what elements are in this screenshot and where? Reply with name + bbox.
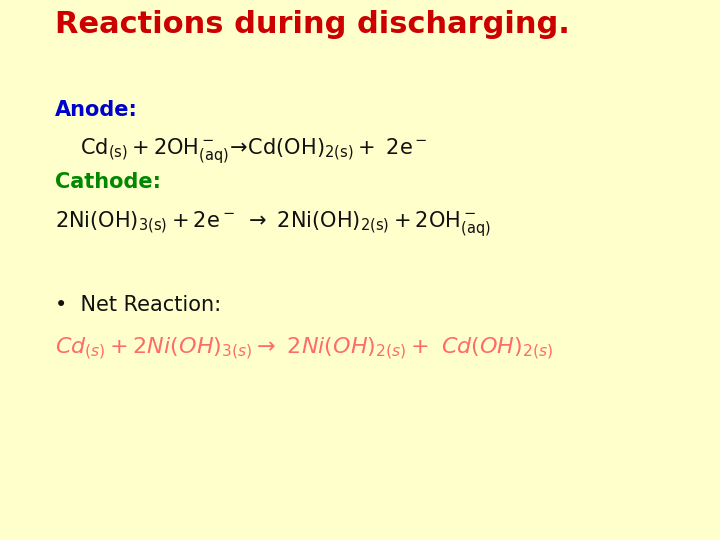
Text: $\mathregular{2Ni(OH)_{3(s)}+2e^-\ \rightarrow\ 2Ni(OH)_{2(s)}+2OH^-_{(aq)}}$: $\mathregular{2Ni(OH)_{3(s)}+2e^-\ \righ… <box>55 210 491 239</box>
Text: Reactions during discharging.: Reactions during discharging. <box>55 10 570 39</box>
Text: Anode:: Anode: <box>55 100 138 120</box>
Text: $\mathit{Cd_{(s)}+2Ni(OH)_{3(s)}\rightarrow\ 2Ni(OH)_{2(s)}+\ Cd(OH)_{2(s)}}$: $\mathit{Cd_{(s)}+2Ni(OH)_{3(s)}\rightar… <box>55 335 554 361</box>
Text: Cathode:: Cathode: <box>55 172 161 192</box>
Text: $\mathregular{Cd_{(s)}+2OH^-_{(aq)}\!\rightarrow\!Cd(OH)_{2(s)}+\ 2e^-}$: $\mathregular{Cd_{(s)}+2OH^-_{(aq)}\!\ri… <box>80 137 428 166</box>
Text: •  Net Reaction:: • Net Reaction: <box>55 295 221 315</box>
